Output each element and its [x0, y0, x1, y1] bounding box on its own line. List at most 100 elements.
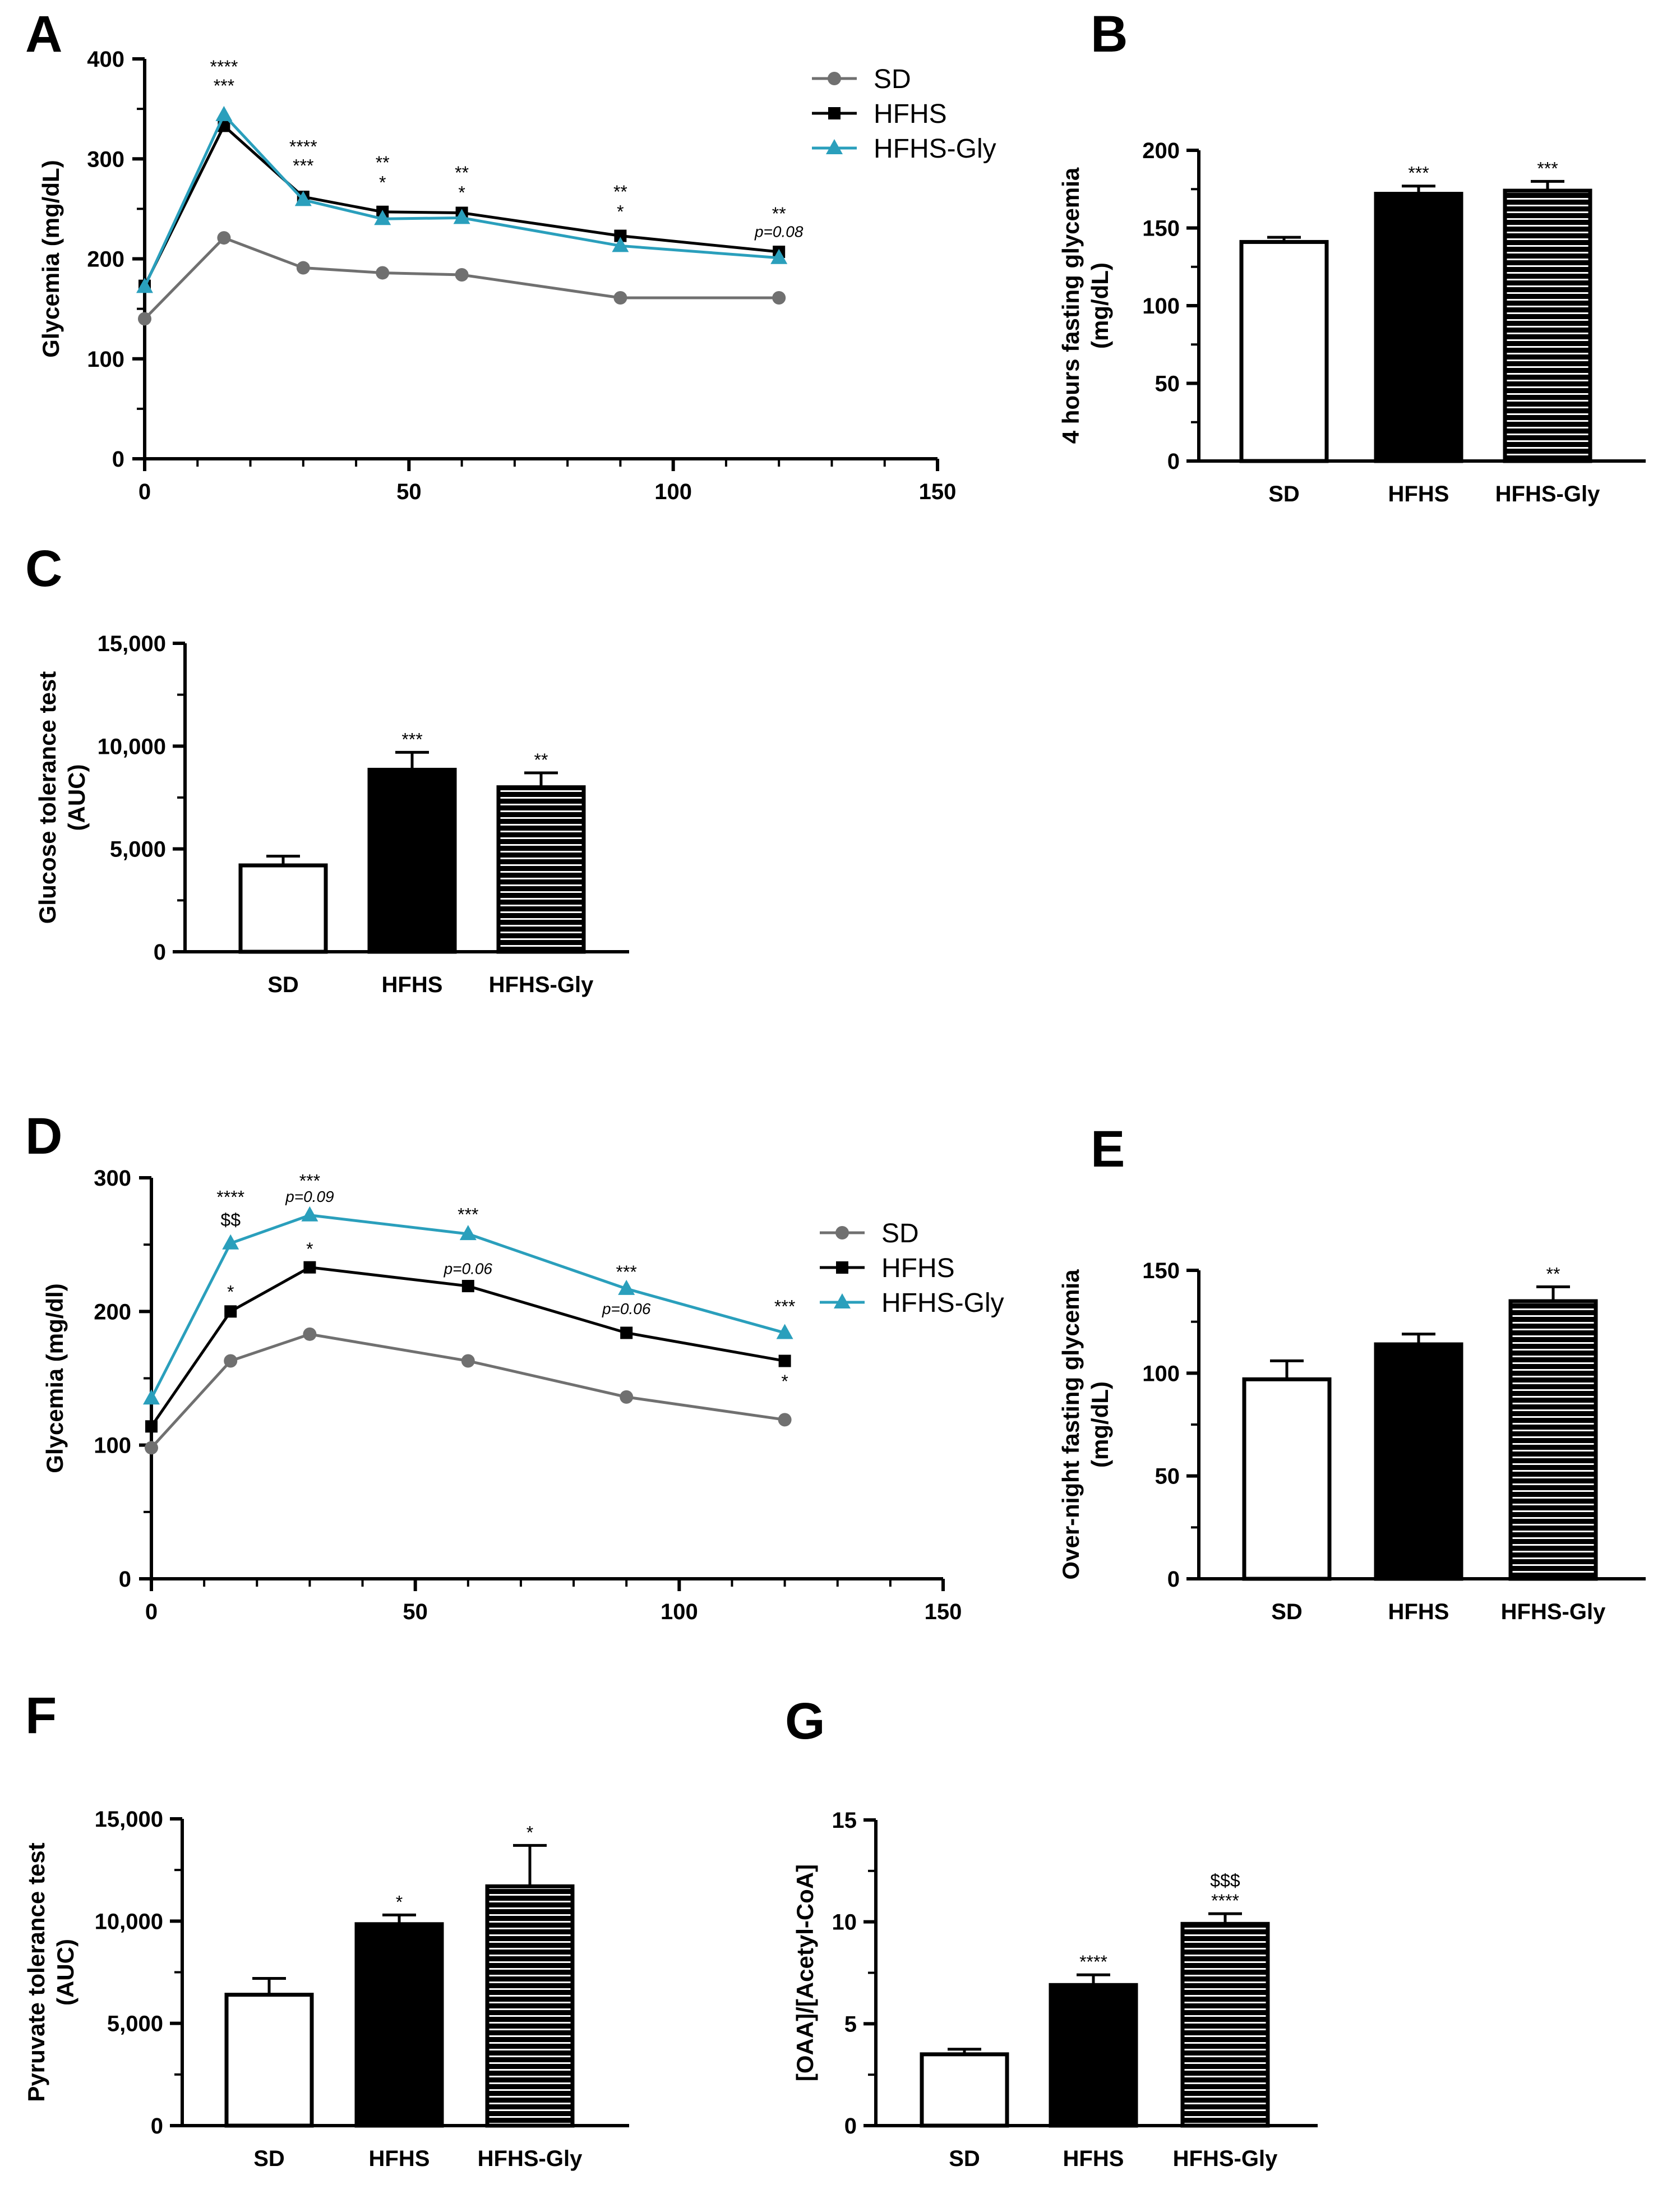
panel-g-y-tick-label: 5	[844, 2012, 857, 2036]
panel-b-significance-label: ***	[1408, 163, 1429, 183]
panel-a-x-tick-label: 50	[396, 480, 422, 504]
panel-d-annotation: $$	[220, 1210, 241, 1230]
panel-d-series-line-hfhs-gly	[150, 1214, 786, 1399]
panel-d-legend-label: HFHS	[881, 1254, 955, 1283]
panel-f-y-tick-label: 15,000	[95, 1807, 163, 1832]
panel-d-annotation: ****	[216, 1187, 244, 1207]
panel-d-x-tick-label: 50	[403, 1600, 428, 1624]
panel-g-y-tick-label: 0	[844, 2114, 857, 2139]
panel-a-legend-marker	[826, 139, 843, 154]
panel-d-point-sd	[303, 1327, 317, 1341]
panel-d-point-hfhs-gly	[776, 1324, 793, 1339]
panel-c-significance-label: ***	[401, 729, 422, 749]
panel-d-x-tick-label: 100	[661, 1600, 698, 1624]
panel-e-y-axis-title: (mg/dL)	[1087, 1381, 1113, 1468]
panel-a-point-hfhs-gly	[612, 237, 629, 252]
panel-b-y-tick-label: 200	[1142, 139, 1180, 163]
panel-a-legend-label: HFHS-Gly	[874, 134, 996, 164]
panel-a-annotation: *	[458, 183, 465, 203]
panel-d-point-sd	[461, 1354, 475, 1368]
panel-a-point-sd	[217, 231, 231, 245]
panel-a-point-hfhs-gly	[215, 105, 233, 121]
panel-c-bar-hfhs	[367, 768, 457, 954]
panel-a-point-hfhs	[614, 229, 627, 242]
panel-f-bar-hfhs-gly	[485, 1884, 575, 2128]
panel-f-significance-label: *	[396, 1892, 403, 1912]
panel-g-bar-hfhs	[1049, 1983, 1138, 2128]
panel-g-y-tick-label: 10	[832, 1910, 857, 1935]
panel-a-y-tick-label: 400	[87, 47, 124, 72]
panel-d-point-sd	[778, 1413, 792, 1427]
panel-d-annotation: p=0.06	[444, 1260, 493, 1278]
panel-f-y-axis-title: Pyruvate tolerance test	[23, 1842, 49, 2102]
panel-b-x-tick-label: SD	[1268, 482, 1300, 506]
panel-a-point-hfhs-gly	[770, 248, 788, 264]
panel-e-y-axis-title: Over-night fasting glycemia	[1058, 1269, 1084, 1580]
panel-g-y-tick-label: 15	[832, 1808, 857, 1833]
panel-d-point-hfhs	[224, 1305, 237, 1318]
panel-g-significance-label-2: $$$	[1210, 1870, 1240, 1891]
panel-d-point-hfhs-gly	[301, 1206, 318, 1222]
panel-d-annotation: p=0.06	[602, 1300, 651, 1317]
panel-a-point-hfhs-gly	[374, 210, 391, 225]
panel-a-y-tick-label: 100	[87, 347, 124, 372]
panel-b-y-tick-label: 50	[1155, 372, 1180, 397]
panel-a-point-hfhs-gly	[453, 209, 470, 224]
panel-f-bar-sd	[224, 1993, 314, 2128]
panel-d-series-line-sd	[150, 1333, 785, 1449]
panel-c-y-tick-label: 5,000	[110, 837, 166, 862]
panel-g-significance-label: ****	[1079, 1952, 1107, 1972]
panel-f-x-tick-label: SD	[253, 2146, 285, 2171]
panel-g-x-tick-label: HFHS	[1063, 2146, 1124, 2171]
panel-b-panel-label: B	[1091, 6, 1128, 63]
panel-a-x-tick-label: 150	[919, 480, 957, 504]
panel-g-bar-sd	[920, 2052, 1009, 2128]
panel-e-bar-sd	[1242, 1377, 1332, 1581]
panel-d-point-hfhs	[145, 1420, 158, 1433]
panel-a-legend-label: HFHS	[874, 99, 947, 129]
panel-c-x-tick-label: HFHS-Gly	[489, 973, 594, 997]
panel-b-y-tick-label: 0	[1167, 449, 1180, 474]
panel-f-y-axis-title: (AUC)	[52, 1939, 78, 2006]
panel-d-annotation: p=0.09	[285, 1188, 334, 1205]
panel-a-point-hfhs-gly	[294, 191, 312, 206]
panel-d-annotation: ***	[774, 1297, 795, 1317]
panel-f-bar-hfhs	[354, 1922, 444, 2128]
panel-d-point-sd	[145, 1441, 158, 1455]
panel-e-y-tick-label: 50	[1155, 1464, 1180, 1489]
panel-a-annotation: ***	[214, 76, 234, 96]
panel-b-y-axis-title: 4 hours fasting glycemia	[1058, 167, 1084, 444]
panel-e-bar-hfhs	[1374, 1342, 1463, 1581]
panel-a-point-hfhs-gly	[136, 278, 153, 293]
panel-d-y-tick-label: 0	[119, 1567, 131, 1592]
panel-e-y-tick-label: 100	[1142, 1361, 1180, 1386]
panel-d-annotation: ***	[458, 1204, 478, 1224]
panel-a-point-sd	[296, 261, 310, 275]
panel-d-legend-marker	[834, 1293, 851, 1308]
panel-e-bar-hfhs-gly	[1508, 1299, 1598, 1581]
panel-d-point-hfhs-gly	[222, 1234, 239, 1250]
panel-d-point-hfhs	[303, 1261, 316, 1274]
panel-a-annotation: **	[772, 204, 786, 224]
panel-a-x-tick-label: 0	[138, 480, 151, 504]
panel-f-significance-label: *	[527, 1822, 533, 1842]
panel-d-x-tick-label: 0	[145, 1600, 158, 1624]
panel-b-bar-hfhs-gly	[1503, 188, 1592, 463]
panel-d-point-hfhs	[778, 1354, 791, 1367]
panel-c-panel-label: C	[25, 540, 62, 597]
panel-a-legend-marker	[828, 72, 841, 85]
panel-d-x-tick-label: 150	[925, 1600, 962, 1624]
panel-d-annotation: *	[781, 1371, 788, 1391]
panel-c-significance-label: **	[534, 750, 548, 770]
panel-e-y-tick-label: 150	[1142, 1259, 1180, 1283]
panel-d-series-line-hfhs	[150, 1266, 786, 1427]
panel-a-annotation: **	[613, 182, 627, 202]
panel-d-legend-label: HFHS-Gly	[881, 1288, 1004, 1318]
panel-a-annotation: **	[376, 153, 390, 173]
panel-a-y-tick-label: 300	[87, 147, 124, 172]
panel-c-bar-hfhs-gly	[496, 785, 586, 954]
panel-d-point-hfhs-gly	[618, 1279, 635, 1295]
panel-b-significance-label: ***	[1537, 158, 1558, 178]
panel-g-bar-hfhs-gly	[1180, 1921, 1270, 2128]
